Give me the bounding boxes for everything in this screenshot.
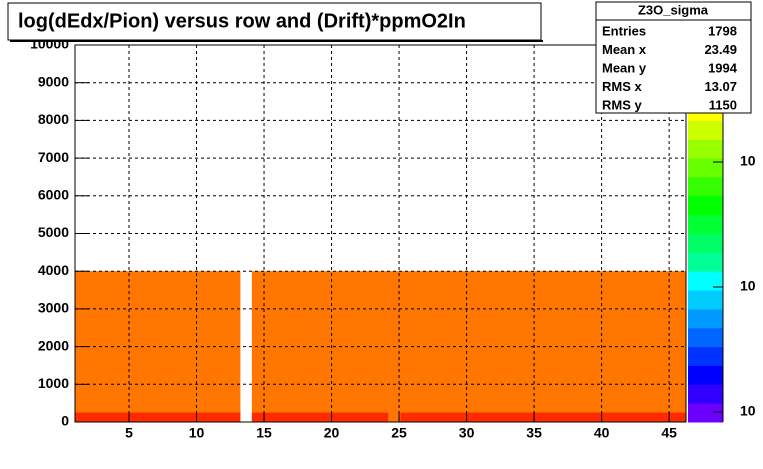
palette-swatch — [688, 403, 723, 423]
stats-value: 23.49 — [704, 42, 737, 57]
chart-title: log(dEdx/Pion) versus row and (Drift)*pp… — [18, 10, 466, 32]
palette-swatch — [688, 176, 723, 197]
stats-value: 1994 — [708, 60, 738, 75]
x-tick-label: 5 — [125, 425, 133, 441]
palette-swatch — [688, 214, 723, 234]
heatmap-cell — [251, 271, 687, 422]
heatmap-cell — [75, 271, 241, 422]
palette-swatch — [688, 252, 723, 272]
y-tick-label: 2000 — [38, 337, 69, 353]
stats-name: RMS y — [602, 97, 643, 112]
palette-swatch — [688, 327, 723, 348]
palette-swatch — [688, 120, 723, 140]
stats-name: RMS x — [602, 79, 643, 94]
x-tick-label: 25 — [391, 425, 407, 441]
heatmap-cell — [400, 412, 686, 422]
stats-value: 13.07 — [704, 79, 737, 94]
y-tick-label: 8000 — [38, 111, 69, 127]
palette-swatch — [688, 233, 723, 253]
x-tick-label: 10 — [189, 425, 205, 441]
y-tick-label: 4000 — [38, 262, 69, 278]
stats-name: Mean y — [602, 60, 647, 75]
y-tick-label: 6000 — [38, 187, 69, 203]
stats-name: Entries — [602, 23, 646, 38]
y-tick-label: 9000 — [38, 73, 69, 89]
y-tick-label: 0 — [61, 413, 69, 429]
x-tick-label: 40 — [594, 425, 610, 441]
y-tick-label: 1000 — [38, 375, 69, 391]
palette-swatch — [688, 384, 723, 404]
y-tick-label: 3000 — [38, 300, 69, 316]
plot-frame — [74, 44, 687, 423]
x-tick-label: 45 — [661, 425, 677, 441]
palette-label: 10 — [740, 153, 756, 169]
x-tick-label: 35 — [526, 425, 542, 441]
title-box — [7, 2, 542, 41]
palette-label: 10 — [740, 278, 756, 294]
palette-swatch — [688, 158, 723, 178]
y-tick-label: 7000 — [38, 149, 69, 165]
palette-label: 10 — [740, 403, 756, 419]
heatmap-cell — [251, 412, 389, 422]
palette-swatch — [688, 290, 723, 310]
stats-box — [595, 1, 752, 114]
stats-value: 1798 — [708, 23, 737, 38]
palette-swatch — [688, 195, 723, 216]
stats-name: Mean x — [602, 42, 647, 57]
x-tick-label: 20 — [324, 425, 340, 441]
heatmap-cell — [75, 412, 241, 422]
y-tick-label: 5000 — [38, 224, 69, 240]
palette-swatch — [688, 308, 723, 329]
stats-title: Z3O_sigma — [638, 2, 709, 17]
palette-swatch — [688, 346, 723, 366]
x-tick-label: 15 — [256, 425, 272, 441]
palette-swatch — [688, 365, 723, 385]
palette-swatch — [688, 139, 723, 159]
stats-value: 1150 — [709, 97, 737, 112]
x-tick-label: 30 — [459, 425, 475, 441]
palette-swatch — [688, 271, 723, 291]
